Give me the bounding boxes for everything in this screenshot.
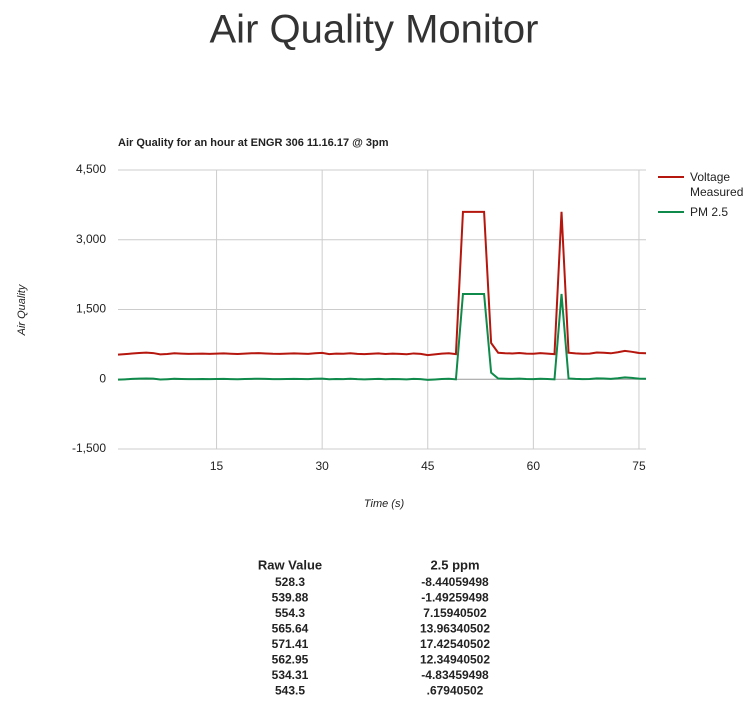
x-tick-label: 45 [421, 459, 435, 473]
table-cell: -8.44059498 [421, 575, 489, 589]
table-cell: .67940502 [427, 684, 484, 698]
y-tick-label: 0 [99, 371, 106, 385]
table-cell: -4.83459498 [421, 668, 489, 682]
table-cell: 562.95 [272, 653, 309, 667]
y-tick-label: 3,000 [76, 232, 106, 246]
legend-label: PM 2.5 [690, 205, 729, 219]
chart-title: Air Quality for an hour at ENGR 306 11.1… [118, 137, 389, 149]
table-cell: 539.88 [272, 591, 309, 605]
x-axis-label: Time (s) [364, 498, 405, 510]
series-line [117, 292, 647, 381]
x-tick-label: 15 [210, 459, 224, 473]
x-tick-label: 75 [632, 459, 646, 473]
y-tick-label: 4,500 [76, 162, 106, 176]
table-cell: 554.3 [275, 606, 305, 620]
y-axis-label: Air Quality [16, 283, 28, 336]
page-title: Air Quality Monitor [210, 8, 539, 52]
series-line [117, 210, 647, 357]
table-cell: 534.31 [272, 668, 309, 682]
y-tick-label: -1,500 [72, 441, 106, 455]
x-tick-label: 30 [315, 459, 329, 473]
table-header: Raw Value [258, 557, 322, 572]
table-cell: 565.64 [272, 622, 309, 636]
table-cell: 13.96340502 [420, 622, 490, 636]
table-cell: 571.41 [272, 637, 309, 651]
legend-label: Voltage Measured [690, 170, 744, 199]
table-cell: 12.34940502 [420, 653, 490, 667]
y-tick-label: 1,500 [76, 302, 106, 316]
table-cell: -1.49259498 [421, 591, 489, 605]
table-cell: 17.42540502 [420, 637, 490, 651]
table-cell: 7.15940502 [423, 606, 487, 620]
table-cell: 528.3 [275, 575, 305, 589]
table-cell: 543.5 [275, 684, 305, 698]
x-tick-label: 60 [527, 459, 541, 473]
table-header: 2.5 ppm [430, 557, 479, 572]
